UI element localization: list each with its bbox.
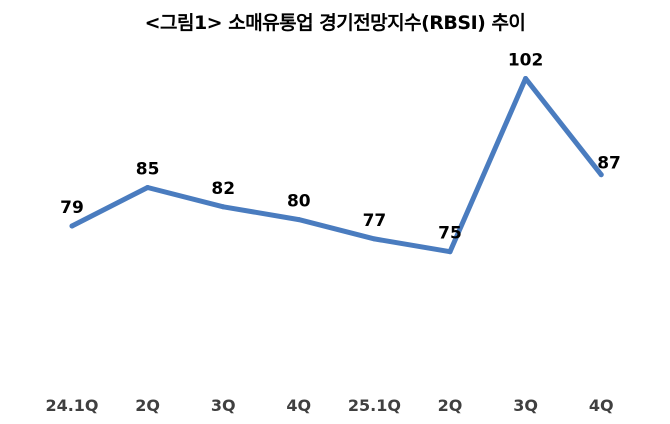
data-label: 85 <box>136 160 160 180</box>
x-tick-label: 4Q <box>589 396 614 415</box>
data-point <box>598 172 604 178</box>
x-axis: 24.1Q 2Q 3Q 4Q 25.1Q 2Q 3Q 4Q <box>45 396 613 415</box>
x-tick-label: 3Q <box>513 396 538 415</box>
series-layer <box>69 76 604 255</box>
x-tick-label: 2Q <box>135 396 160 415</box>
series-line <box>69 76 604 255</box>
data-label: 80 <box>287 192 311 212</box>
data-labels-layer: 79 85 82 80 77 75 102 87 <box>60 51 621 244</box>
data-point <box>220 204 226 210</box>
data-label: 87 <box>597 154 621 174</box>
x-tick-label: 2Q <box>438 396 463 415</box>
data-point <box>447 249 453 255</box>
data-label: 79 <box>60 198 84 218</box>
x-tick-label: 24.1Q <box>45 396 98 415</box>
x-tick-label: 25.1Q <box>348 396 401 415</box>
chart-title: <그림1> 소매유통업 경기전망지수(RBSI) 추이 <box>144 12 526 34</box>
data-label: 102 <box>508 51 544 71</box>
data-label: 77 <box>363 211 387 231</box>
x-tick-label: 3Q <box>211 396 236 415</box>
data-label: 75 <box>438 224 462 244</box>
data-point <box>523 76 529 81</box>
data-point <box>296 217 302 223</box>
x-tick-label: 4Q <box>286 396 311 415</box>
data-point <box>69 223 75 229</box>
data-point <box>145 185 151 190</box>
data-label: 82 <box>211 179 235 199</box>
data-point <box>371 236 377 242</box>
